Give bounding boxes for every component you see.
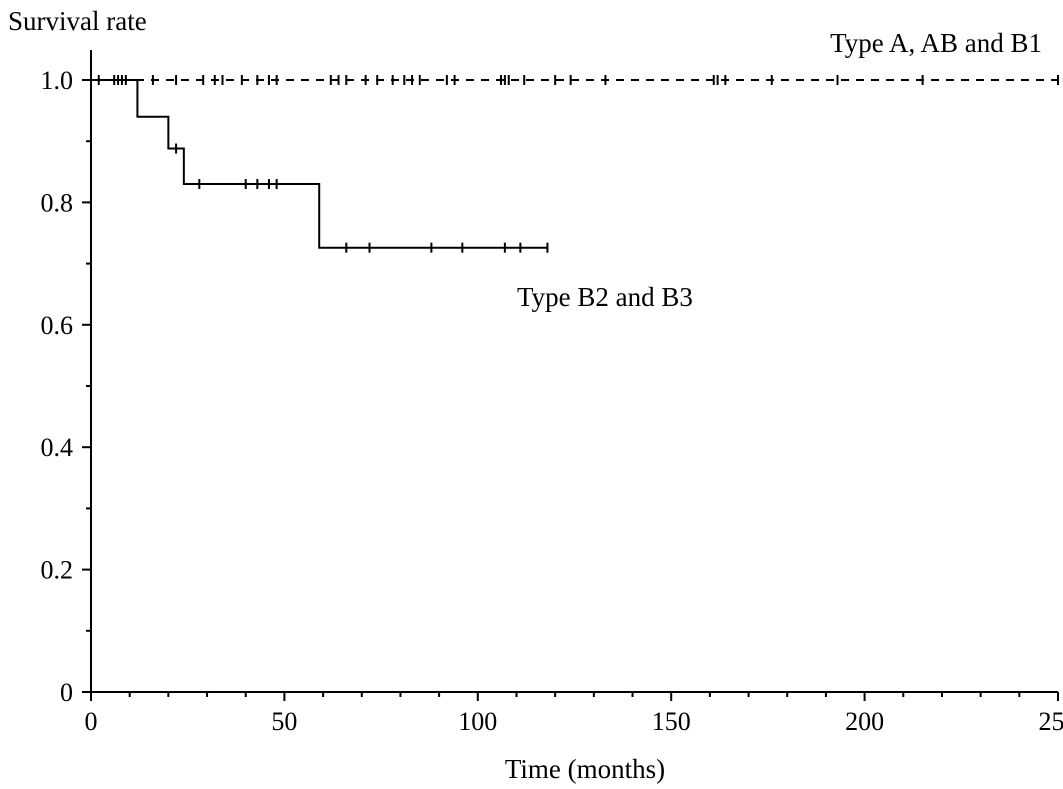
series-0 <box>91 75 1059 85</box>
y-tick-label: 0.8 <box>41 188 74 217</box>
x-tick-label: 250 <box>1039 707 1063 736</box>
y-tick-label: 0 <box>60 678 73 707</box>
y-ticks: 0 0.2 0.4 0.6 0.8 1.0 <box>41 66 91 707</box>
series-1 <box>91 79 549 253</box>
series-label-type-b2-b3: Type B2 and B3 <box>517 282 693 312</box>
y-tick-label: 0.2 <box>41 556 74 585</box>
y-tick-label: 0.6 <box>41 311 74 340</box>
y-axis-title: Survival rate <box>8 6 147 36</box>
y-tick-label: 1.0 <box>41 66 74 95</box>
x-tick-label: 0 <box>85 707 98 736</box>
series-label-type-a-ab-b1: Type A, AB and B1 <box>830 28 1042 58</box>
x-axis-title: Time (months) <box>505 754 665 784</box>
axes <box>90 50 1058 693</box>
x-tick-label: 100 <box>458 707 497 736</box>
series-layer <box>91 75 1059 253</box>
x-ticks: 0 50 100 150 200 250 <box>85 692 1063 736</box>
x-tick-label: 200 <box>845 707 884 736</box>
survival-curve <box>91 79 548 249</box>
x-tick-label: 150 <box>652 707 691 736</box>
y-tick-label: 0.4 <box>41 433 74 462</box>
x-tick-label: 50 <box>271 707 297 736</box>
